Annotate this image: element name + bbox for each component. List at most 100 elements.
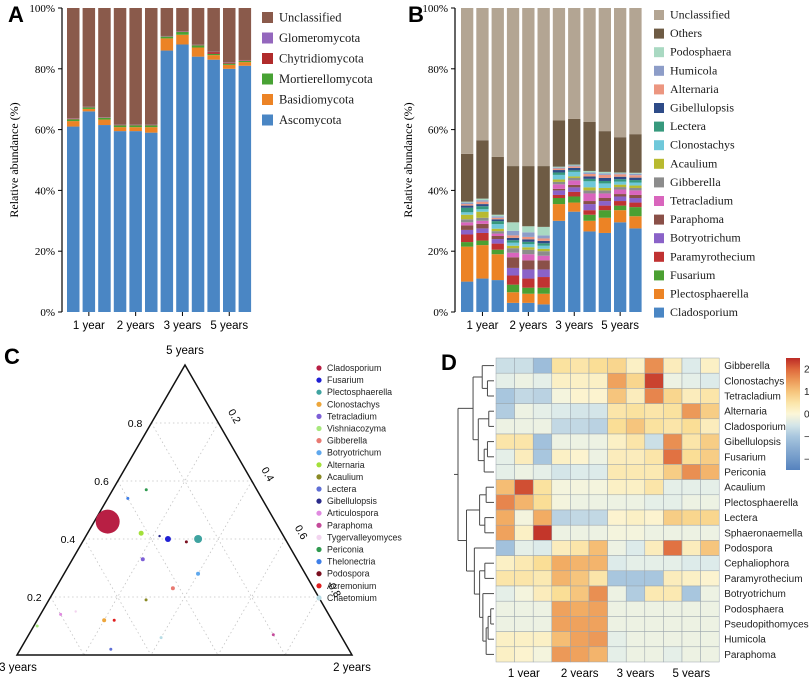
heatmap-row-label-botryotrichum: Botryotrichum bbox=[724, 589, 786, 600]
heatmap-cell bbox=[663, 540, 683, 556]
heatmap-cell bbox=[625, 524, 646, 541]
bar-segment-acaulium bbox=[598, 187, 611, 191]
bar-segment-alternaria bbox=[583, 173, 596, 177]
bar-segment-clonostachys bbox=[506, 242, 520, 246]
bar-segment-alternaria bbox=[506, 235, 520, 238]
bar-segment-fusarium bbox=[476, 240, 489, 246]
colorbar-tick-label: 2 bbox=[804, 365, 809, 376]
bar-segment-alternaria bbox=[598, 174, 611, 178]
bar-segment-botryotrichum bbox=[506, 267, 520, 276]
heatmap-cell bbox=[607, 464, 627, 480]
bar-segment-clonostachys bbox=[522, 244, 535, 248]
bar-segment-plectosphaerella bbox=[552, 204, 566, 221]
heatmap-cell bbox=[514, 555, 534, 572]
bar-segment-plectosphaerella bbox=[614, 210, 627, 223]
heatmap-row-label-lectera: Lectera bbox=[724, 513, 758, 524]
ternary-right-tick-label: 0.4 bbox=[259, 465, 277, 484]
heatmap-cell bbox=[588, 646, 608, 663]
heatmap-row-label-pseudopithomyces: Pseudopithomyces bbox=[724, 620, 809, 631]
heatmap-cell bbox=[607, 433, 627, 450]
heatmap-cell bbox=[663, 616, 683, 632]
bar-segment-clonostachys bbox=[476, 209, 489, 212]
heatmap-cell bbox=[625, 433, 646, 450]
legend-label-lectera: Lectera bbox=[670, 119, 707, 133]
heatmap-cell bbox=[644, 494, 664, 511]
bar-segment-unclassified bbox=[491, 8, 504, 157]
bar-segment-ascomycota bbox=[191, 56, 205, 312]
bar-segment-others bbox=[614, 137, 627, 173]
ternary-point-paraphoma bbox=[271, 633, 275, 637]
row-dendrogram bbox=[454, 365, 494, 655]
heatmap-cell bbox=[625, 631, 646, 648]
heatmap-cell bbox=[625, 479, 646, 496]
heatmap-cell bbox=[644, 555, 664, 572]
bar-segment-paraphoma bbox=[583, 201, 596, 205]
bar-segment-basidiomycota bbox=[113, 127, 127, 132]
bar-segment-botryotrichum bbox=[552, 190, 566, 195]
bar-segment-botryotrichum bbox=[598, 201, 611, 206]
heatmap-cell bbox=[607, 570, 627, 587]
heatmap-cell bbox=[625, 372, 646, 389]
heatmap-cell bbox=[681, 448, 701, 465]
heatmap-cell bbox=[681, 494, 701, 511]
legend-swatch-acaulium bbox=[654, 158, 664, 169]
heatmap-cell bbox=[495, 585, 515, 602]
legend-label-tetracladium: Tetracladium bbox=[670, 194, 734, 208]
legend-dot-gibellulopsis bbox=[316, 498, 322, 504]
legend-dot-gibberella bbox=[316, 438, 322, 444]
heatmap-row-label-humicola: Humicola bbox=[724, 635, 766, 646]
legend-label-gibellulopsis: Gibellulopsis bbox=[327, 496, 377, 506]
bar-segment-unclassified bbox=[506, 8, 520, 167]
heatmap-cell bbox=[644, 540, 664, 556]
bar-segment-plectosphaerella bbox=[491, 254, 504, 281]
legend-swatch-chytridiomycota bbox=[262, 53, 273, 64]
heatmap-col-group-label: 5 years bbox=[672, 668, 710, 677]
ternary-point-acremonium bbox=[112, 618, 116, 622]
heatmap-row-label-plectosphaerella: Plectosphaerella bbox=[724, 498, 798, 509]
heatmap-cell bbox=[532, 646, 553, 663]
bar-segment-acaulium bbox=[461, 214, 474, 220]
bar-segment-paramyrothecium bbox=[629, 202, 642, 208]
heatmap-cell bbox=[644, 464, 664, 480]
legend-swatch-paramyrothecium bbox=[654, 251, 664, 262]
heatmap-cell bbox=[551, 388, 571, 404]
bar-segment-gibberella bbox=[552, 181, 566, 185]
heatmap-cell bbox=[570, 448, 590, 465]
panel-label-d: D bbox=[441, 350, 457, 375]
heatmap-cell bbox=[607, 555, 627, 572]
ternary-right-tick-label: 0.2 bbox=[225, 407, 243, 426]
y-tick-label: 60% bbox=[428, 125, 448, 137]
heatmap-cell bbox=[551, 585, 571, 602]
heatmap-cell bbox=[514, 540, 534, 556]
panel-label-b: B bbox=[408, 2, 424, 27]
heatmap-cell bbox=[681, 433, 701, 450]
legend-label-botryotrichum: Botryotrichum bbox=[327, 448, 381, 458]
legend-swatch-clonostachys bbox=[654, 140, 664, 151]
bar-segment-gibberella bbox=[598, 190, 611, 194]
bar-segment-mortierellomycota bbox=[160, 36, 174, 39]
bar-segment-paramyrothecium bbox=[461, 234, 474, 243]
bar-segment-gibberella bbox=[491, 231, 504, 234]
bar-segment-podosphaera bbox=[629, 172, 642, 174]
heatmap-cell bbox=[663, 494, 683, 511]
legend-dot-paraphoma bbox=[316, 522, 322, 528]
bar-segment-unclassified bbox=[145, 8, 158, 125]
ternary-gridline bbox=[284, 596, 319, 656]
heatmap-cell bbox=[700, 494, 720, 511]
bar-segment-others bbox=[537, 166, 550, 227]
legend-swatch-podosphaera bbox=[654, 47, 664, 58]
legend-dot-lectera bbox=[316, 486, 322, 492]
bar-segment-unclassified bbox=[629, 8, 642, 135]
heatmap-cell bbox=[607, 494, 627, 511]
heatmap-cell bbox=[700, 646, 720, 663]
heatmap-cell bbox=[495, 616, 515, 632]
heatmap-cell bbox=[532, 570, 553, 587]
heatmap-cell bbox=[681, 600, 701, 617]
bar-segment-unclassified bbox=[67, 8, 80, 119]
heatmap-row-label-cladosporium: Cladosporium bbox=[724, 422, 786, 433]
heatmap-cell bbox=[644, 448, 664, 465]
legend-dot-alternaria bbox=[316, 462, 322, 468]
heatmap-cell bbox=[681, 570, 701, 587]
bar-segment-basidiomycota bbox=[176, 34, 189, 45]
heatmap-cell bbox=[570, 433, 590, 450]
